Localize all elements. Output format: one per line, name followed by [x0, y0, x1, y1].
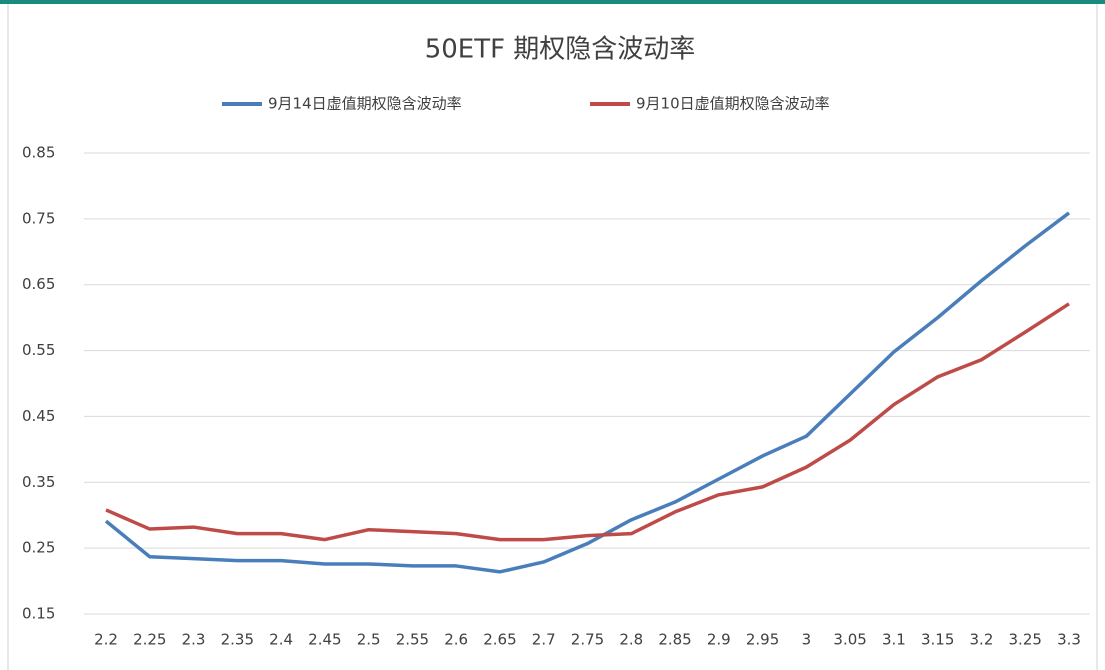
x-tick-label: 2.5 [357, 631, 381, 649]
y-tick-label: 0.75 [22, 209, 55, 227]
y-tick-label: 0.35 [22, 473, 55, 491]
x-tick-label: 2.4 [269, 631, 293, 649]
x-tick-label: 2.2 [94, 631, 118, 649]
x-tick-label: 2.35 [221, 631, 254, 649]
x-tick-label: 3.2 [970, 631, 994, 649]
legend-label: 9月10日虚值期权隐含波动率 [636, 95, 830, 113]
top-border [0, 0, 1105, 4]
y-tick-label: 0.85 [22, 144, 55, 162]
x-tick-label: 2.3 [182, 631, 206, 649]
x-tick-label: 2.75 [571, 631, 604, 649]
x-tick-label: 2.45 [308, 631, 341, 649]
x-tick-label: 2.8 [619, 631, 643, 649]
x-tick-label: 3.05 [833, 631, 866, 649]
series-line [104, 211, 1071, 574]
y-tick-label: 0.45 [22, 407, 55, 425]
y-tick-label: 0.55 [22, 341, 55, 359]
x-tick-label: 3.15 [921, 631, 954, 649]
chart-title: 50ETF 期权隐含波动率 [425, 35, 696, 65]
legend-label: 9月14日虚值期权隐含波动率 [268, 95, 462, 113]
y-tick-label: 0.15 [22, 605, 55, 623]
y-tick-label: 0.65 [22, 275, 55, 293]
x-tick-label: 3.3 [1057, 631, 1081, 649]
series-line [105, 302, 1070, 542]
x-tick-label: 3.25 [1009, 631, 1042, 649]
y-tick-label: 0.25 [22, 539, 55, 557]
x-tick-label: 3 [802, 631, 812, 649]
x-tick-label: 2.85 [658, 631, 691, 649]
x-tick-label: 2.7 [532, 631, 556, 649]
x-tick-label: 2.95 [746, 631, 779, 649]
x-tick-label: 2.9 [707, 631, 731, 649]
x-tick-label: 2.65 [483, 631, 516, 649]
x-tick-label: 2.6 [444, 631, 468, 649]
x-tick-label: 3.1 [882, 631, 906, 649]
x-tick-label: 2.55 [396, 631, 429, 649]
x-tick-label: 2.25 [133, 631, 166, 649]
